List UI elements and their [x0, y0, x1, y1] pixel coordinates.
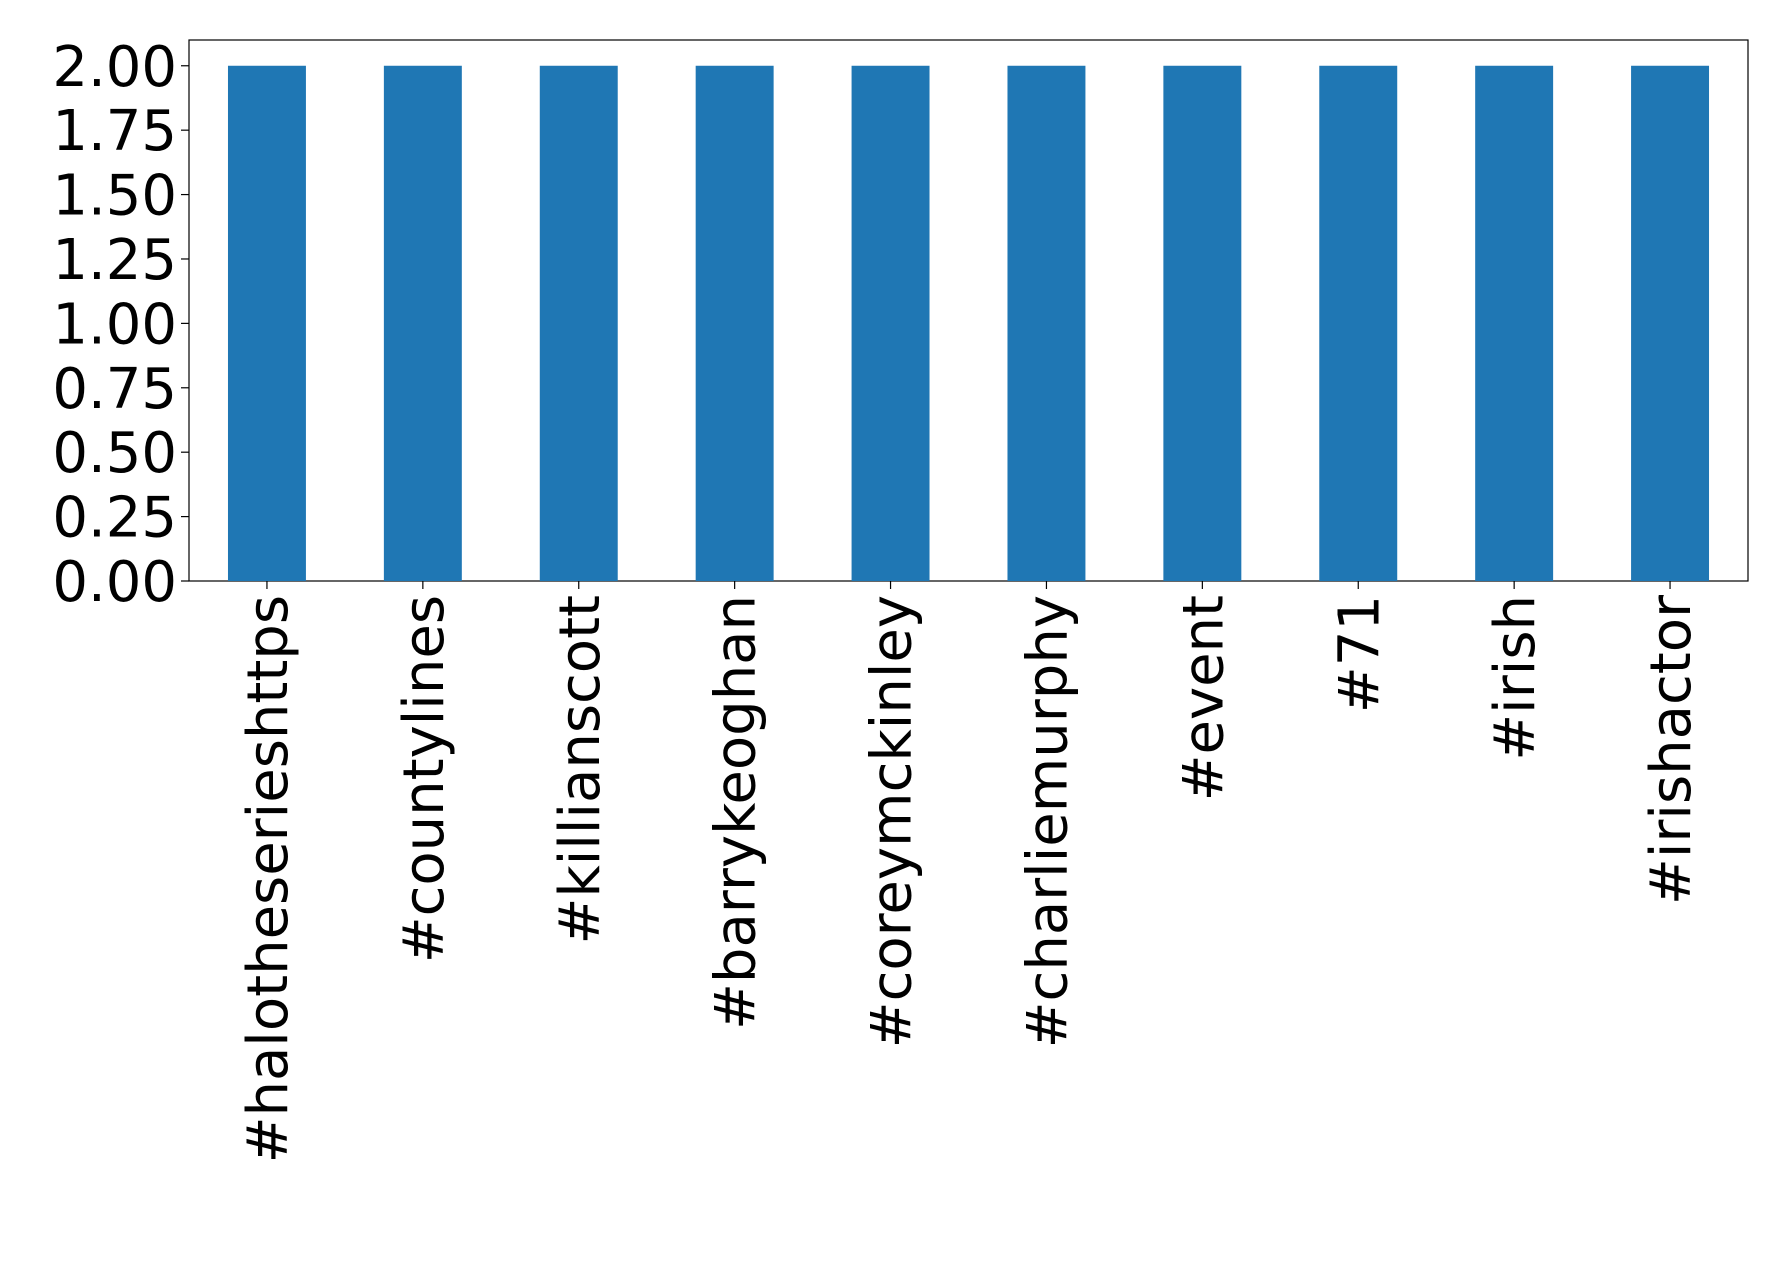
x-tick-label: #irish — [1483, 595, 1548, 761]
y-tick-label: 1.25 — [52, 228, 177, 293]
x-tick-label: #charliemurphy — [1015, 595, 1080, 1048]
y-tick-label: 1.75 — [52, 99, 177, 164]
y-tick-label: 2.00 — [52, 35, 177, 100]
y-tick-label: 1.50 — [52, 164, 177, 229]
y-tick-label: 0.00 — [52, 550, 177, 615]
bar — [539, 65, 618, 581]
x-tick-label: #irishactor — [1639, 594, 1704, 905]
y-tick-label: 0.50 — [52, 421, 177, 486]
bar — [1007, 65, 1086, 581]
y-tick-label: 0.25 — [52, 486, 177, 551]
y-tick-label: 1.00 — [52, 292, 177, 357]
bar — [383, 65, 462, 581]
x-tick-label: #countylines — [392, 595, 457, 963]
x-tick-label: #halotheserieshttps — [236, 595, 301, 1163]
y-tick-label: 0.75 — [52, 357, 177, 422]
bar — [1475, 65, 1554, 581]
bar — [227, 65, 306, 581]
x-tick-label: #barrykeoghan — [704, 595, 769, 1030]
bar — [1163, 65, 1242, 581]
bar — [695, 65, 774, 581]
x-tick-label: #coreymckinley — [860, 595, 925, 1048]
x-tick-label: #killianscott — [548, 595, 613, 945]
bar — [851, 65, 930, 581]
plot-frame — [188, 39, 1749, 582]
x-tick-label: #event — [1171, 595, 1236, 801]
x-tick-label: #71 — [1327, 595, 1392, 713]
bar — [1631, 65, 1710, 581]
bar — [1319, 65, 1398, 581]
